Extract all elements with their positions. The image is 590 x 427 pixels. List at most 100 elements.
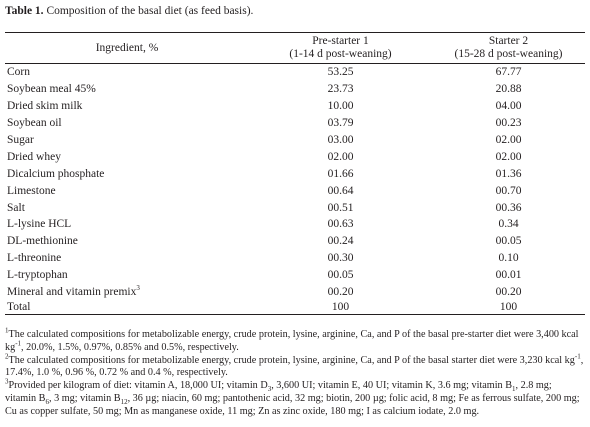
cell-ingredient: Soybean meal 45% — [5, 81, 249, 98]
cell-ingredient: L-lysine HCL — [5, 216, 249, 233]
footnote-1-text-b: , 20.0%, 1.5%, 0.97%, 0.85% and 0.5%, re… — [21, 341, 239, 353]
table-header-row: Ingredient, % Pre-starter 1 (1-14 d post… — [5, 32, 585, 64]
table-row: Dicalcium phosphate 01.66 01.36 — [5, 165, 585, 182]
footnote-3-text-3: , 2.8 mg; vitamin B — [5, 380, 552, 404]
cell-ingredient: Total — [5, 300, 249, 316]
table-footnotes: 1 The calculated compositions for metabol… — [5, 326, 585, 419]
cell-starter: 00.70 — [495, 184, 522, 197]
table-caption: Table 1. Composition of the basal diet (… — [5, 4, 253, 18]
header-pre-starter-title: Pre-starter 1 — [312, 35, 369, 47]
table-row: Limestone 00.64 00.70 — [5, 182, 585, 199]
cell-ingredient: Corn — [5, 64, 249, 81]
table-row: Total 100 100 — [5, 300, 585, 316]
cell-starter: 100 — [432, 300, 585, 316]
footnote-1-mark: 1 — [5, 326, 9, 335]
footnote-3-sub-3: 6 — [45, 398, 49, 407]
cell-starter: 00.20 — [495, 286, 522, 299]
header-ingredient-label: Ingredient, % — [95, 41, 159, 54]
footnote-3-text-5: , 36 µg; niacin, 60 mg; pantothenic acid… — [5, 392, 580, 417]
cell-starter: 0.10 — [498, 252, 519, 265]
table-row: L-lysine HCL 00.63 0.34 — [5, 216, 585, 233]
cell-pre-starter: 00.05 — [327, 269, 354, 282]
footnote-3: 3Provided per kilogram of diet: vitamin … — [5, 377, 585, 418]
table-row: L-tryptophan 00.05 00.01 — [5, 267, 585, 284]
ingredient-name: Mineral and vitamin premix — [7, 286, 137, 299]
ingredient-name: Dried whey — [7, 150, 61, 163]
table-row: Soybean oil 03.79 00.23 — [5, 115, 585, 132]
ingredient-name: Limestone — [7, 184, 56, 197]
cell-ingredient: L-tryptophan — [5, 267, 249, 284]
cell-starter: 01.36 — [495, 167, 522, 180]
cell-starter: 00.23 — [495, 117, 522, 130]
footnote-3-text-2: , 3,600 UI; vitamin E, 40 UI; vitamin K,… — [271, 380, 512, 392]
cell-starter: 02.00 — [495, 150, 522, 163]
table-row: Mineral and vitamin premix3 00.20 00.20 — [5, 284, 585, 301]
footnote-1-unit-sup: -1 — [15, 339, 22, 348]
ingredient-name: L-lysine HCL — [7, 218, 72, 231]
footnote-3-sub-4: 12 — [120, 398, 128, 407]
cell-pre-starter: 00.64 — [327, 184, 354, 197]
header-starter-title: Starter 2 — [488, 35, 529, 47]
cell-starter: 20.88 — [495, 83, 522, 96]
cell-ingredient: Dicalcium phosphate — [5, 165, 249, 182]
cell-ingredient: DL-methionine — [5, 233, 249, 250]
footnote-3-text-1: Provided per kilogram of diet: vitamin A… — [8, 380, 268, 392]
ingredient-name: L-tryptophan — [7, 269, 68, 282]
cell-pre-starter: 00.24 — [327, 235, 354, 248]
footnote-2-mark: 2 — [5, 352, 9, 361]
table-body: Corn 53.25 67.77 Soybean meal 45% 23.73 20.88… — [5, 64, 585, 316]
ingredient-name: Corn — [7, 66, 30, 79]
ingredient-name: Sugar — [7, 134, 34, 146]
cell-pre-starter: 00.63 — [327, 218, 354, 231]
footnote-1: 1The calculated compositions for metabol… — [5, 326, 585, 355]
ingredient-name: Soybean meal 45% — [7, 83, 96, 96]
cell-starter: 02.00 — [495, 134, 522, 146]
cell-ingredient: Mineral and vitamin premix3 — [5, 284, 249, 301]
footnote-2: 2The calculated compositions for metabol… — [5, 352, 585, 381]
cell-pre-starter: 01.66 — [327, 167, 354, 180]
footnote-2-text-a: The calculated compositions for metaboli… — [8, 354, 575, 366]
cell-pre-starter: 02.00 — [327, 150, 354, 163]
ingredient-name: Total — [7, 301, 31, 314]
ingredient-name: Dried skim milk — [7, 100, 83, 113]
header-starter: Starter 2 (15-28 d post-weaning) — [432, 32, 585, 64]
footnote-3-sub-2: 1 — [512, 385, 516, 394]
cell-pre-starter: 00.51 — [327, 201, 354, 214]
cell-ingredient: Salt — [5, 199, 249, 216]
ingredient-name: DL-methionine — [7, 235, 78, 248]
cell-ingredient: Dried skim milk — [5, 98, 249, 115]
table-row: DL-methionine 00.24 00.05 — [5, 233, 585, 250]
header-starter-period: (15-28 d post-weaning) — [454, 48, 563, 60]
footnote-2-unit-sup: -1 — [574, 352, 581, 361]
ingredient-name: Soybean oil — [7, 117, 62, 130]
table-row: L-threonine 00.30 0.10 — [5, 250, 585, 267]
header-ingredient: Ingredient, % — [5, 32, 249, 64]
cell-starter: 00.01 — [495, 269, 522, 282]
cell-ingredient: Limestone — [5, 182, 249, 199]
cell-starter: 0.34 — [498, 218, 519, 231]
cell-ingredient: Sugar — [5, 132, 249, 149]
cell-starter: 67.77 — [495, 66, 522, 79]
table-row: Soybean meal 45% 23.73 20.88 — [5, 81, 585, 98]
table-caption-label: Table 1. — [5, 5, 44, 17]
cell-pre-starter: 53.25 — [327, 66, 354, 79]
cell-ingredient: Dried whey — [5, 148, 249, 165]
table-row: Salt 00.51 00.36 — [5, 199, 585, 216]
header-pre-starter: Pre-starter 1 (1-14 d post-weaning) — [249, 32, 432, 64]
footnote-3-sub-1: 3 — [267, 385, 272, 394]
ingredient-name: Dicalcium phosphate — [7, 167, 105, 180]
cell-pre-starter: 23.73 — [327, 83, 354, 96]
diet-composition-table: Ingredient, % Pre-starter 1 (1-14 d post… — [5, 32, 585, 316]
footnote-2-text-b: , 17.4%, 1.0 %, 0.96 %, 0.72 % and 0.4 %… — [5, 354, 584, 379]
cell-ingredient: Soybean oil — [5, 115, 249, 132]
cell-starter: 00.05 — [495, 235, 522, 248]
footnote-3-mark: 3 — [5, 377, 9, 386]
table-caption-text: Composition of the basal diet (as feed b… — [46, 5, 254, 17]
table-row: Corn 53.25 67.77 — [5, 64, 585, 81]
cell-pre-starter: 00.30 — [327, 252, 354, 265]
cell-pre-starter: 03.00 — [327, 134, 354, 146]
cell-pre-starter: 03.79 — [327, 117, 354, 130]
cell-pre-starter: 10.00 — [327, 100, 354, 113]
ingredient-name: Salt — [7, 201, 25, 214]
